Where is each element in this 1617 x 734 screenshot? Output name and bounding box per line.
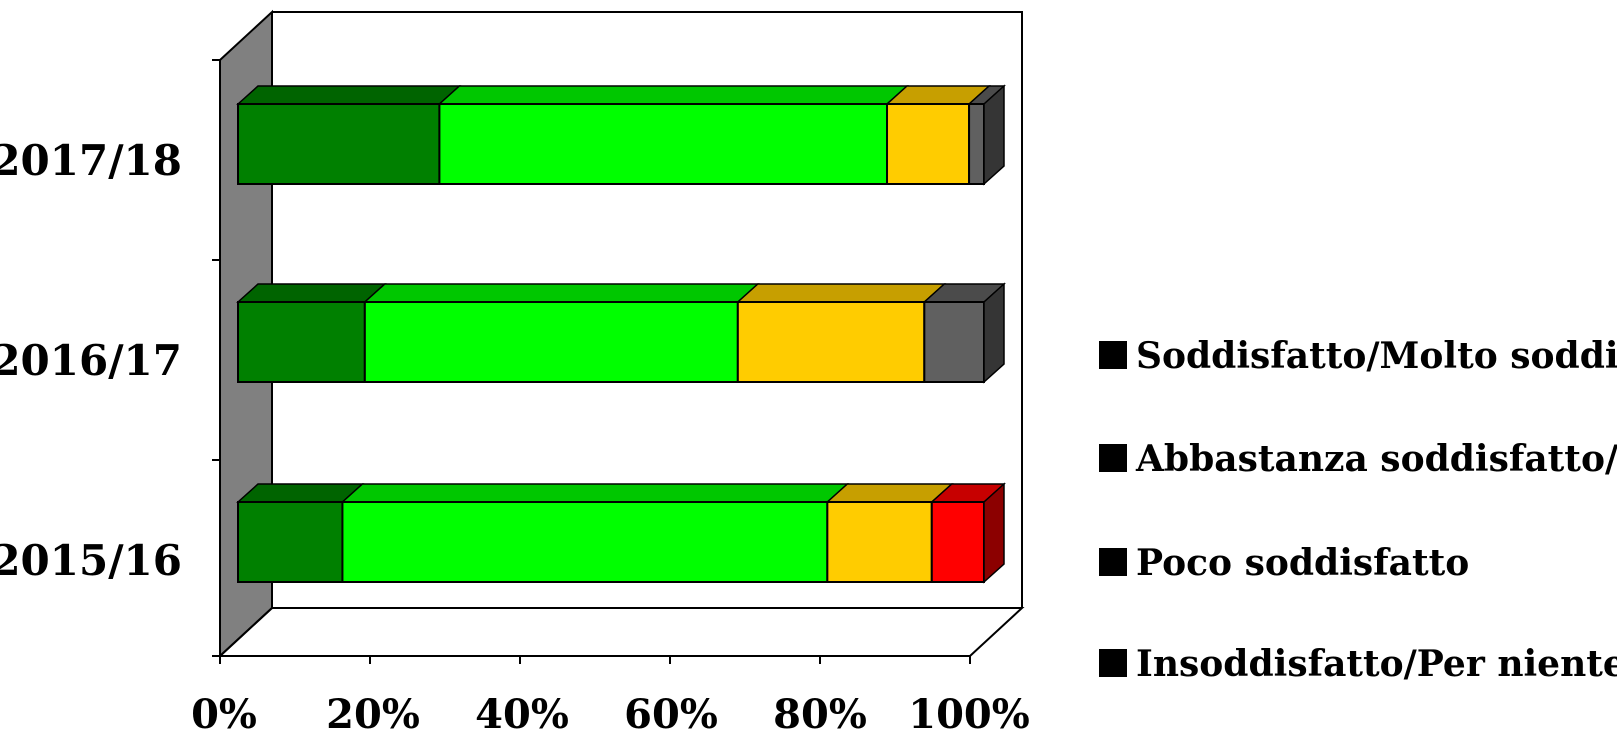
bar-top-face <box>340 483 850 503</box>
x-tick-label-0: 0% <box>191 691 257 734</box>
legend-swatch-insoddisfatto <box>1099 649 1127 677</box>
category-label-2015-16: 2015/16 <box>0 536 182 585</box>
legend-label-poco: Poco soddisfatto <box>1136 542 1469 584</box>
bar-segment-2016-17-s4 <box>922 283 1006 383</box>
bar-front-face <box>826 501 933 583</box>
floor-outline <box>217 607 1025 657</box>
chart-bars <box>236 84 1006 584</box>
legend-swatch-soddisfatto-molto <box>1099 341 1127 369</box>
category-label-2016-17: 2016/17 <box>0 336 182 385</box>
bar-segment-2016-17-s0 <box>236 283 387 383</box>
bar-top-face <box>236 283 387 303</box>
bar-front-face <box>968 103 986 185</box>
x-tick-label-60: 60% <box>624 691 718 734</box>
bar-segment-2015-16-s2 <box>825 483 954 583</box>
legend-swatch-abbastanza <box>1099 444 1127 472</box>
bar-front-face <box>341 501 829 583</box>
bar-segment-2015-16-s1 <box>340 483 850 583</box>
bar-front-face <box>237 301 366 383</box>
bar-end-face-2015-16 <box>983 482 1005 584</box>
axis-ticks <box>212 59 971 664</box>
legend-label-soddisfatto-molto: Soddisfatto/Molto soddisfatto <box>1136 335 1617 377</box>
bar-segment-2015-16-s0 <box>236 483 365 583</box>
bar-front-face <box>736 301 926 383</box>
bar-front-face <box>363 301 739 383</box>
bar-front-face <box>237 103 441 185</box>
bar-front-face <box>886 103 971 185</box>
category-label-2017-18: 2017/18 <box>0 136 182 185</box>
bar-segment-2016-17-s2 <box>735 283 947 383</box>
bar-segment-2017-18-s1 <box>437 85 909 185</box>
bar-segment-2017-18-s0 <box>236 85 462 185</box>
bar-segment-2016-17-s1 <box>362 283 760 383</box>
bar-top-face <box>825 483 954 503</box>
bar-top-face <box>437 85 909 105</box>
bar-end-face-2017-18 <box>983 84 1005 186</box>
x-tick-label-40: 40% <box>475 691 569 734</box>
legend-label-insoddisfatto: Insoddisfatto/Per niente soddisfatto <box>1136 643 1617 685</box>
bar-top-face <box>362 283 760 303</box>
legend-swatch-poco <box>1099 548 1127 576</box>
bar-top-face <box>236 85 462 105</box>
bar-end-face-2016-17 <box>983 282 1005 384</box>
bar-top-face <box>735 283 947 303</box>
bar-front-face <box>930 501 986 583</box>
legend: Soddisfatto/Molto soddisfatto Abbastanza… <box>1099 335 1617 685</box>
x-tick-label-80: 80% <box>773 691 867 734</box>
legend-label-abbastanza: Abbastanza soddisfatto/Soddisfatto <box>1135 438 1617 480</box>
bar-front-face <box>438 103 889 185</box>
back-wall-outline <box>272 11 1023 608</box>
bar-front-face <box>237 501 344 583</box>
bar-top-face <box>236 483 365 503</box>
x-tick-label-20: 20% <box>326 691 420 734</box>
x-tick-label-100: 100% <box>908 691 1030 734</box>
bar-front-face <box>923 301 986 383</box>
